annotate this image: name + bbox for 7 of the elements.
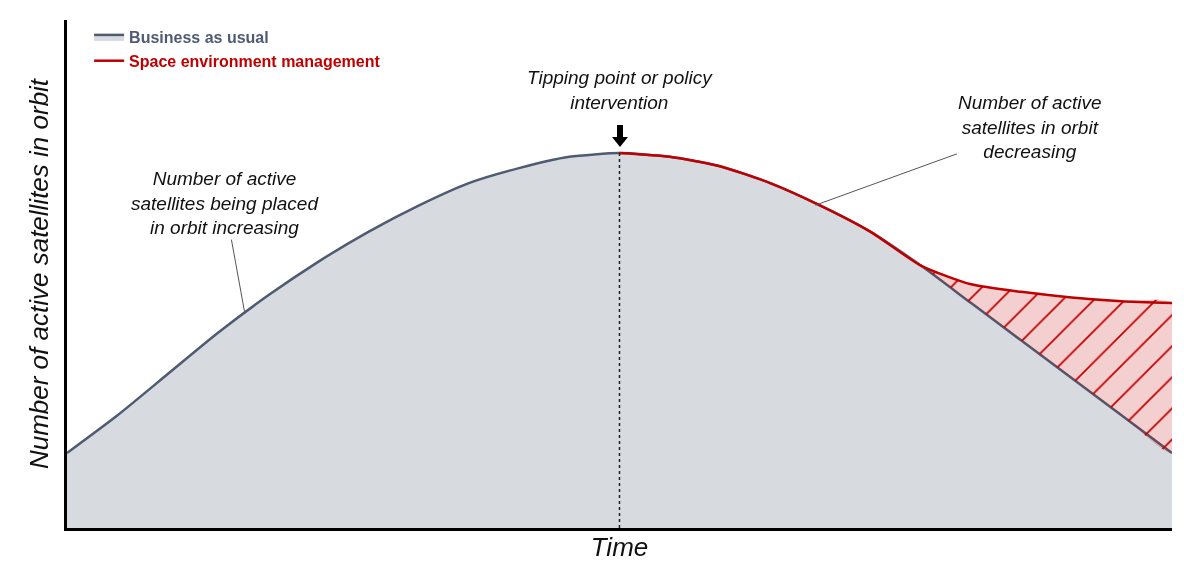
annotation: Number of active satellites in orbit decreasing <box>958 92 1102 163</box>
x-axis-title: Time <box>590 532 649 563</box>
annotation: Number of active satellites being placed in orbit increasing <box>131 168 320 239</box>
legend-label: Space environment management <box>129 52 381 70</box>
y-axis-title: Number of active satellites in orbit <box>24 77 55 470</box>
legend-label: Business as usual <box>129 29 269 47</box>
annotation: Tipping point or policy intervention <box>527 67 714 113</box>
